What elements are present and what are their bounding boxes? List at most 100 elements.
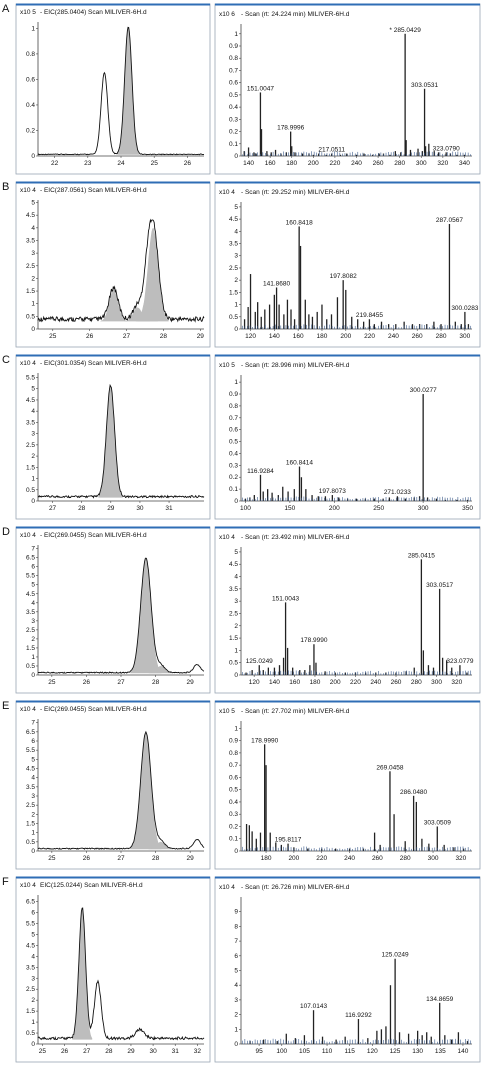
eic-peak-fill xyxy=(100,289,127,322)
x-tick-label: 260 xyxy=(412,333,423,340)
scan-chart: x10 5 - Scan (rt: 27.702 min) MILIVER-6H.… xyxy=(214,700,481,870)
panel-frame xyxy=(214,3,481,175)
x-tick-label: 280 xyxy=(436,333,447,340)
y-tick-label: 5 xyxy=(234,549,238,556)
x-tick-label: 240 xyxy=(388,333,399,340)
x-tick-label: 23 xyxy=(84,160,92,167)
y-tick-label: 0.5 xyxy=(26,487,35,494)
y-tick-label: 2.5 xyxy=(26,627,35,634)
y-tick-label: 0.8 xyxy=(229,750,238,757)
y-tick-label: 1 xyxy=(31,476,35,483)
y-tick-label: 5.5 xyxy=(26,573,35,580)
scan-title: - Scan (rt: 28.996 min) MILIVER-6H.d xyxy=(241,362,350,369)
peak-label: 269.0458 xyxy=(376,764,403,771)
y-tick-label: 0.5 xyxy=(229,439,238,446)
peak-label: 300.0277 xyxy=(410,387,437,394)
y-tick-label: 0 xyxy=(234,326,238,333)
y-tick-label: 0.5 xyxy=(229,660,238,667)
y-tick-label: 2.5 xyxy=(26,802,35,809)
panel-frame xyxy=(214,876,481,1063)
eic-exponent: x10 5 xyxy=(20,9,36,16)
x-tick-label: 180 xyxy=(261,855,272,862)
x-tick-label: 105 xyxy=(299,1048,310,1055)
y-tick-label: 0 xyxy=(31,326,35,333)
x-tick-label: 240 xyxy=(351,160,362,167)
y-tick-label: 0.5 xyxy=(229,314,238,321)
y-tick-label: 5.5 xyxy=(26,374,35,381)
y-tick-label: 1.5 xyxy=(26,288,35,295)
panel-letter: A xyxy=(2,3,10,15)
y-tick-label: 3.5 xyxy=(229,241,238,248)
y-tick-label: 4.5 xyxy=(26,591,35,598)
x-tick-label: 27 xyxy=(117,855,125,862)
eic-trace xyxy=(37,557,205,674)
panel-letter: B xyxy=(2,181,9,193)
x-tick-label: 180 xyxy=(317,333,328,340)
x-tick-label: 24 xyxy=(117,160,125,167)
x-tick-label: 28 xyxy=(152,679,160,686)
y-tick-label: 1.5 xyxy=(229,635,238,642)
y-tick-label: 2 xyxy=(31,453,35,460)
scan-title: - Scan (rt: 26.726 min) MILIVER-6H.d xyxy=(241,884,350,891)
y-tick-label: 0 xyxy=(234,672,238,679)
y-tick-label: 0.6 xyxy=(229,80,238,87)
x-tick-label: 26 xyxy=(83,679,91,686)
x-tick-label: 200 xyxy=(329,505,340,512)
y-tick-label: 0.5 xyxy=(229,92,238,99)
y-tick-label: 6.5 xyxy=(26,899,35,906)
peak-label: 285.0415 xyxy=(408,552,435,559)
y-tick-label: 0 xyxy=(31,672,35,679)
x-tick-label: 300 xyxy=(431,679,442,686)
y-tick-label: 4 xyxy=(234,982,238,989)
y-tick-label: 1 xyxy=(234,725,238,732)
x-tick-label: 320 xyxy=(451,679,462,686)
x-tick-label: 140 xyxy=(243,160,254,167)
y-tick-label: 9 xyxy=(234,909,238,916)
y-tick-label: 4.5 xyxy=(229,561,238,568)
y-tick-label: 0 xyxy=(31,848,35,855)
panel-frame xyxy=(15,181,211,348)
y-tick-label: 0.3 xyxy=(229,462,238,469)
x-tick-label: 29 xyxy=(107,505,115,512)
panel-letter: C xyxy=(2,354,10,366)
x-tick-label: 100 xyxy=(276,1048,287,1055)
x-tick-label: 200 xyxy=(330,679,341,686)
scan-exponent: x10 4 xyxy=(219,534,235,541)
x-tick-label: 27 xyxy=(83,1048,91,1055)
x-tick-label: 240 xyxy=(344,855,355,862)
y-tick-label: 2 xyxy=(31,636,35,643)
eic-peak-fill xyxy=(137,227,169,322)
y-tick-label: 2 xyxy=(234,1012,238,1019)
y-tick-label: 5 xyxy=(234,968,238,975)
eic-peak-fill xyxy=(148,841,174,850)
y-tick-label: 0.9 xyxy=(229,391,238,398)
y-tick-label: 0.7 xyxy=(229,67,238,74)
x-tick-label: 31 xyxy=(165,505,173,512)
y-tick-label: 0 xyxy=(31,1041,35,1048)
x-tick-label: 29 xyxy=(127,1048,135,1055)
y-tick-label: 0.5 xyxy=(26,313,35,320)
x-tick-label: 140 xyxy=(269,333,280,340)
y-tick-label: 4 xyxy=(31,225,35,232)
y-tick-label: 5.5 xyxy=(26,920,35,927)
peak-label: 197.8073 xyxy=(319,488,346,495)
y-tick-label: 5 xyxy=(234,204,238,211)
y-tick-label: 2 xyxy=(31,997,35,1004)
peak-label: 141.8680 xyxy=(263,280,290,287)
eic-trace xyxy=(37,730,205,850)
x-tick-label: 125 xyxy=(390,1048,401,1055)
y-tick-label: 0.1 xyxy=(229,836,238,843)
scan-exponent: x10 4 xyxy=(219,884,235,891)
y-tick-label: 3.5 xyxy=(26,964,35,971)
y-tick-label: 0 xyxy=(31,153,35,160)
y-tick-label: 3 xyxy=(234,253,238,260)
y-tick-label: 4 xyxy=(234,228,238,235)
x-tick-label: 200 xyxy=(288,855,299,862)
y-tick-label: 0 xyxy=(234,498,238,505)
y-tick-label: 2 xyxy=(31,275,35,282)
y-tick-label: 2.5 xyxy=(26,263,35,270)
x-tick-label: 26 xyxy=(86,333,94,340)
eic-title: - EIC(301.0354) Scan MILIVER-6H.d xyxy=(40,360,147,367)
